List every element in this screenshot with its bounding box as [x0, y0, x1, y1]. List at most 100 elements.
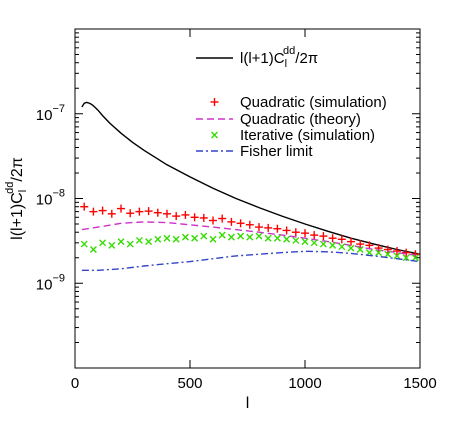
- y-tick-label: 10−9: [36, 272, 65, 293]
- series-point-1: [126, 209, 135, 218]
- series-point-3: [209, 235, 217, 243]
- series-point-1: [402, 248, 411, 257]
- series-point-1: [144, 207, 153, 216]
- series-point-3: [283, 235, 291, 243]
- y-axis-label-tail: /2π: [9, 157, 26, 181]
- series-point-3: [126, 240, 134, 248]
- series-point-1: [264, 223, 273, 232]
- legend-label: Iterative (simulation): [240, 127, 375, 144]
- series-point-3: [191, 234, 199, 242]
- series-point-1: [172, 212, 181, 221]
- series-point-1: [218, 214, 227, 223]
- series-point-1: [135, 207, 144, 216]
- series-point-3: [411, 254, 419, 262]
- series-point-3: [310, 239, 318, 247]
- x-tick-label: 1500: [403, 375, 436, 392]
- x-tick-label: 0: [71, 375, 79, 392]
- series-point-1: [291, 228, 300, 237]
- series-point-1: [209, 216, 217, 225]
- series-point-3: [273, 234, 281, 242]
- series-point-1: [98, 206, 107, 215]
- series-point-1: [328, 234, 337, 243]
- series-point-3: [99, 239, 107, 247]
- series-point-3: [108, 241, 116, 249]
- series-point-3: [393, 252, 401, 260]
- series-point-1: [190, 213, 199, 222]
- series-point-3: [154, 235, 162, 243]
- legend-marker-sample: [211, 131, 218, 139]
- legend: l(l+1)Cldd/2π Quadratic (simulation)Quadr…: [196, 45, 387, 160]
- series-point-3: [356, 246, 364, 254]
- series-line-0: [81, 101, 421, 255]
- series-point-1: [337, 235, 346, 244]
- y-tick-label-exp: −8: [52, 188, 65, 200]
- series-point-1: [301, 229, 309, 238]
- series-point-1: [310, 231, 319, 240]
- series-point-1: [282, 226, 291, 235]
- series-point-1: [273, 224, 282, 233]
- series-point-3: [338, 243, 346, 251]
- series-point-1: [117, 204, 125, 213]
- series-point-1: [80, 202, 89, 211]
- svg-text:l(l+1)Cldd/2π: l(l+1)Cldd/2π: [4, 157, 29, 240]
- legend-label: Quadratic (theory): [240, 111, 361, 128]
- series-point-3: [135, 236, 143, 244]
- y-axis-label: l(l+1)Cldd/2π: [4, 157, 29, 240]
- series-point-3: [237, 232, 245, 240]
- y-tick-label: 10−7: [36, 103, 65, 124]
- y-tick-label-exp: −9: [52, 272, 65, 284]
- series-point-3: [292, 236, 300, 244]
- series-point-3: [347, 244, 355, 252]
- series-point-1: [245, 220, 254, 229]
- series-point-1: [199, 213, 208, 222]
- series-point-1: [319, 232, 328, 241]
- series-point-1: [163, 209, 171, 218]
- series-point-3: [329, 241, 337, 249]
- series-point-3: [181, 233, 189, 241]
- series-point-3: [264, 234, 272, 242]
- series-point-3: [384, 250, 392, 258]
- series-point-1: [153, 208, 162, 217]
- y-tick-label-base: 10: [36, 107, 53, 124]
- y-tick-label: 10−8: [36, 188, 65, 209]
- series-point-3: [200, 232, 208, 240]
- y-axis-label-sub: l: [17, 190, 29, 192]
- series-point-3: [163, 234, 171, 242]
- legend-label: l(l+1)Cldd/2π: [240, 45, 318, 70]
- series-point-1: [181, 210, 190, 219]
- series-point-3: [172, 235, 180, 243]
- series-point-1: [107, 209, 116, 218]
- legend-label: Quadratic (simulation): [240, 94, 387, 111]
- series-point-3: [402, 254, 410, 262]
- y-tick-label-base: 10: [36, 192, 53, 209]
- y-tick-label-exp: −7: [52, 103, 65, 115]
- series-point-3: [89, 246, 97, 254]
- series-point-3: [319, 240, 327, 248]
- series-point-3: [117, 238, 125, 246]
- series-point-3: [375, 249, 383, 257]
- series-point-3: [145, 238, 153, 246]
- x-tick-label: 1000: [288, 375, 321, 392]
- series-point-3: [301, 238, 309, 246]
- y-axis-label-main: l(l+1)C: [9, 192, 26, 240]
- y-axis-label-sup: dd: [4, 182, 16, 194]
- x-axis-label: l: [246, 395, 250, 412]
- series-point-1: [227, 217, 236, 226]
- series-point-1: [255, 223, 263, 232]
- series-line-2: [81, 221, 421, 257]
- series-point-3: [218, 231, 226, 239]
- series-point-1: [89, 207, 98, 216]
- plot-frame: [74, 28, 421, 369]
- series-point-1: [347, 237, 355, 246]
- series-point-3: [246, 233, 254, 241]
- series-point-3: [227, 233, 235, 241]
- series-line-4: [81, 250, 421, 271]
- legend-marker-sample: [210, 98, 219, 106]
- series-point-3: [80, 240, 88, 248]
- y-tick-label-base: 10: [36, 276, 53, 293]
- series-point-1: [383, 245, 392, 254]
- legend-label: Fisher limit: [240, 143, 313, 160]
- x-tick-label: 500: [177, 375, 202, 392]
- series-point-1: [393, 247, 401, 256]
